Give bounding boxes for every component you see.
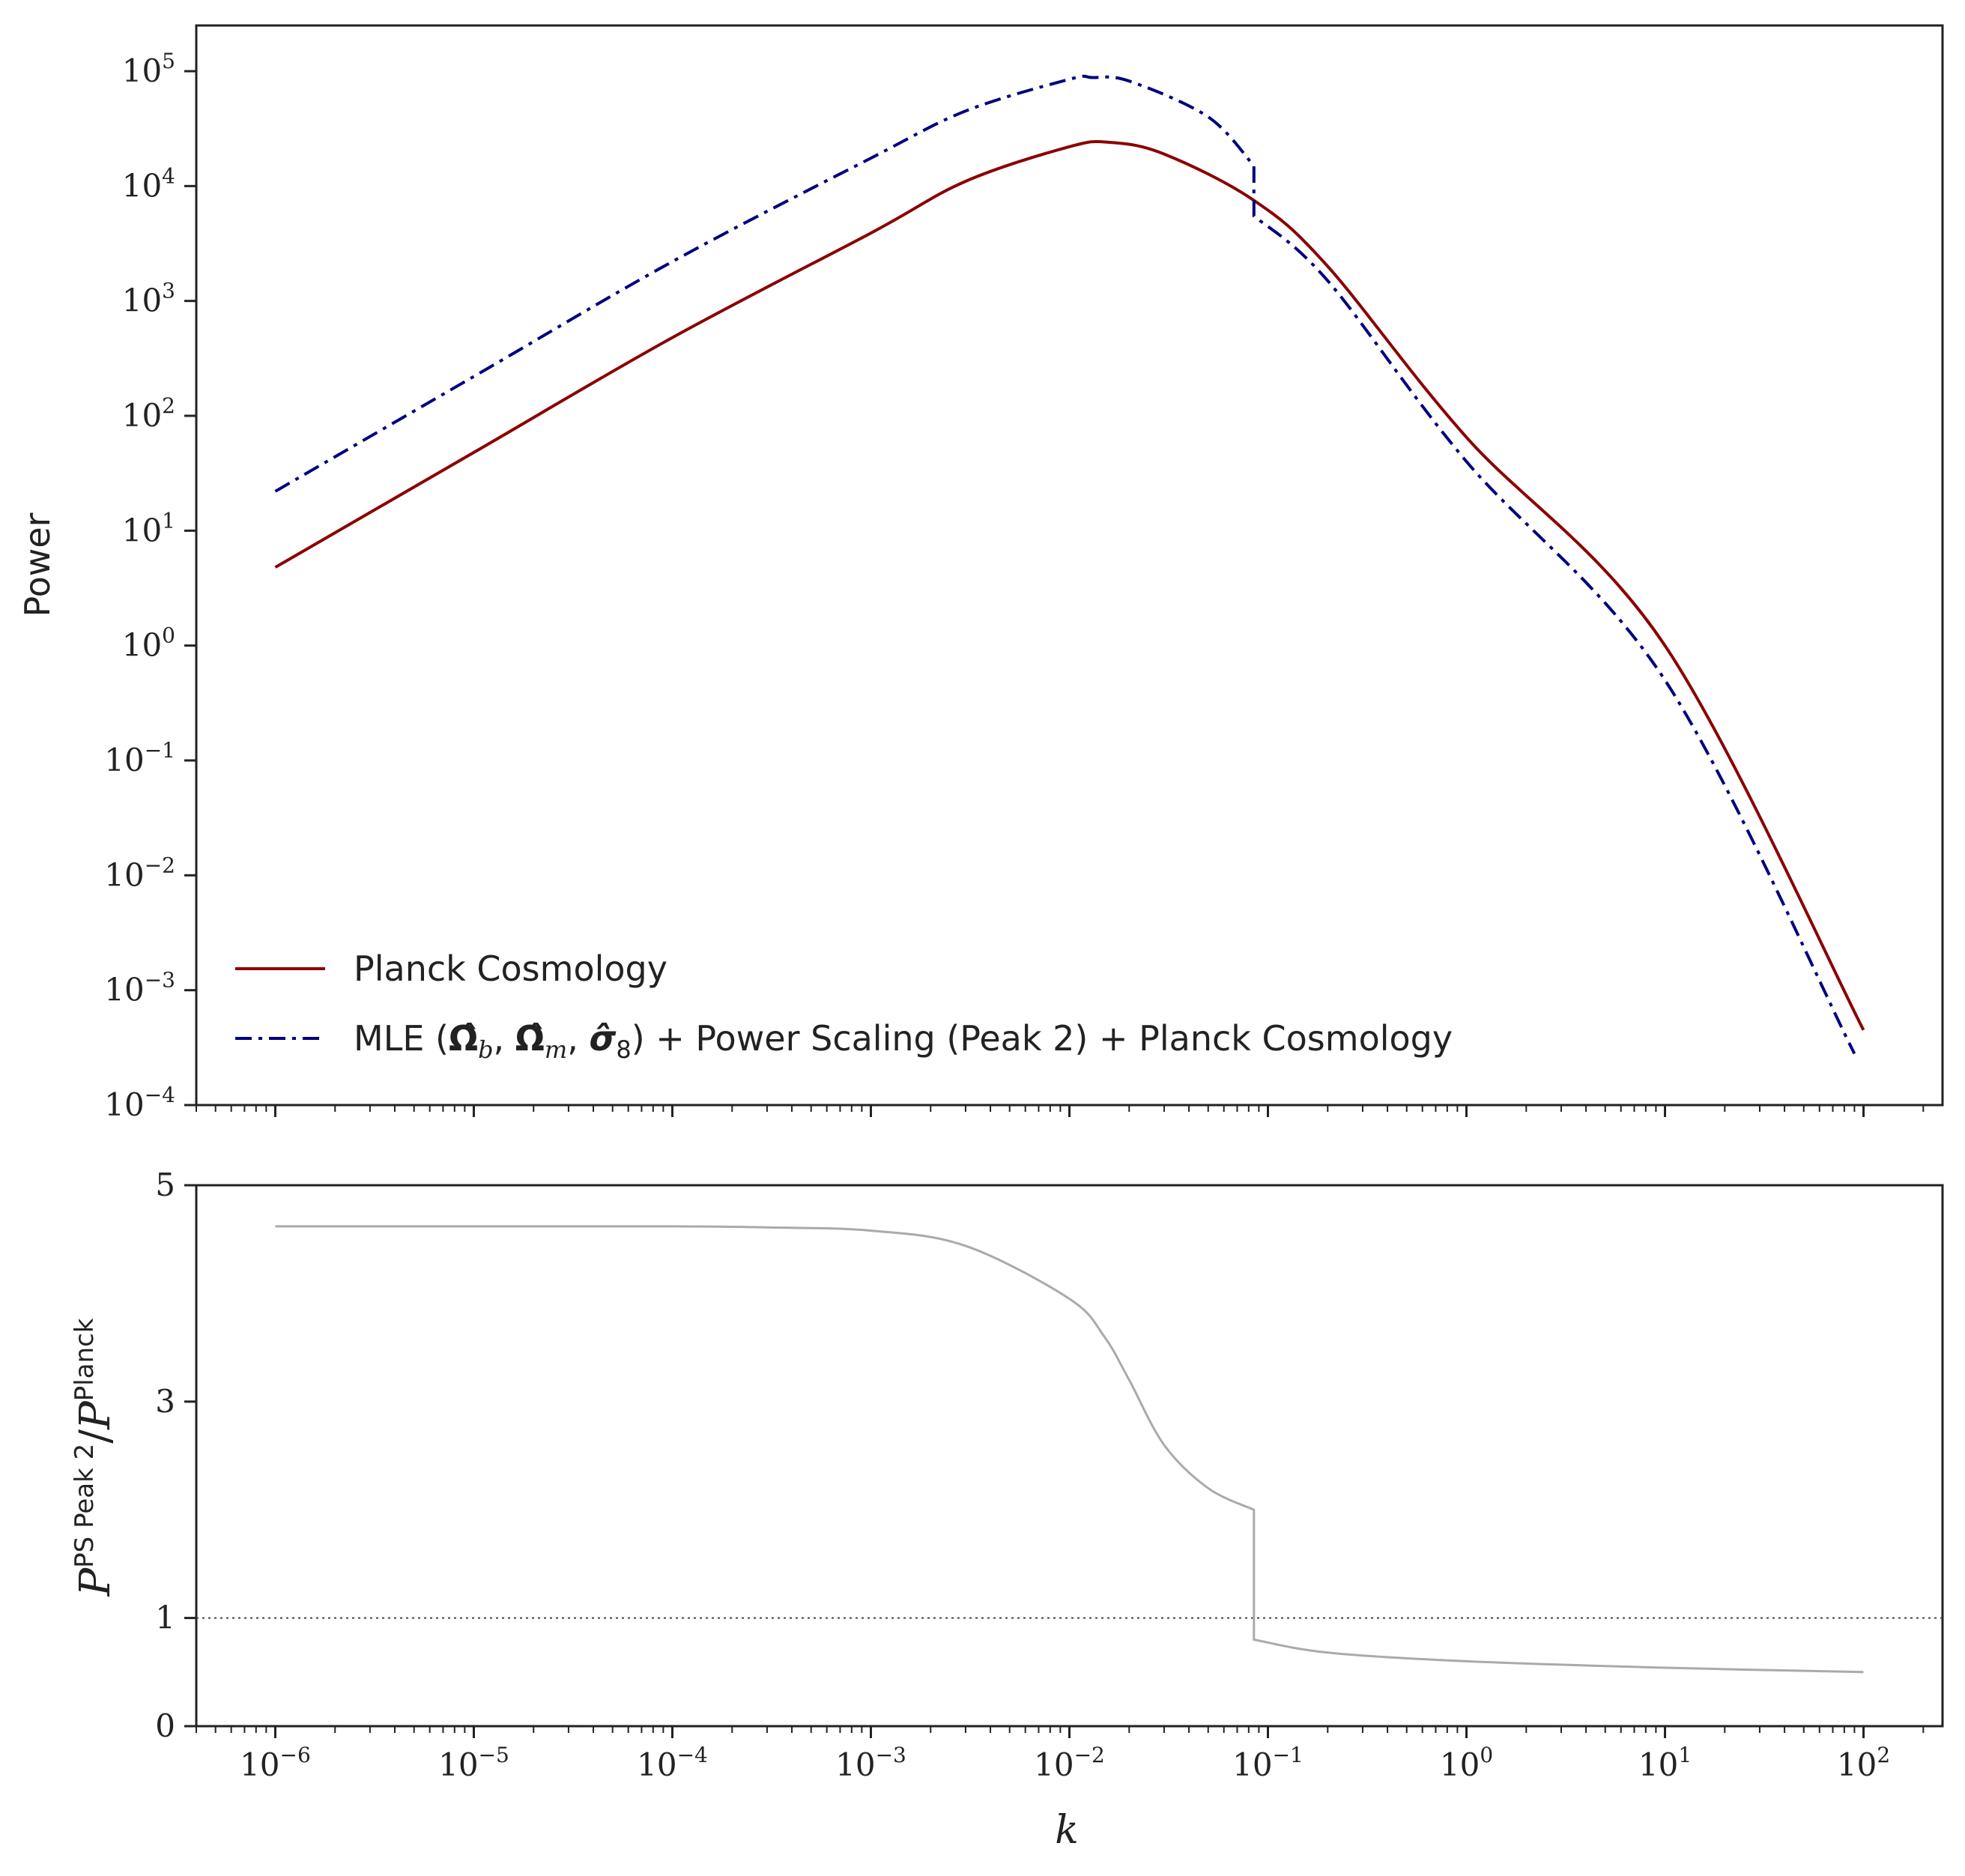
ylabel-den-sup: Planck [70, 1318, 100, 1401]
top-y-tick-label: 103 [122, 279, 175, 319]
legend-mle-sym3: σ̂ [590, 1018, 617, 1059]
series-line-ratio [275, 1225, 1864, 1674]
legend: Planck Cosmology MLE (Ω̂b, Ω̂m, σ̂8) + P… [235, 948, 1453, 1064]
bottom-x-tick-label: 10−4 [637, 1743, 708, 1783]
legend-mle-suffix: ) + Power Scaling (Peak 2) + Planck Cosm… [632, 1018, 1453, 1059]
legend-mle-sub1: b [478, 1035, 493, 1064]
legend-mle-sub3: 8 [616, 1035, 631, 1064]
series-line-planck [274, 139, 1865, 1031]
legend-mle-prefix: MLE ( [354, 1018, 449, 1059]
bottom-series-lines [196, 1225, 1943, 1674]
bottom-x-tick-label: 10−6 [240, 1743, 311, 1783]
bottom-x-axis-label: k [1055, 1808, 1079, 1853]
bottom-x-tick-label: 10−1 [1232, 1743, 1304, 1783]
bottom-panel: 0 1 3 5 10−6 10−5 10−4 10−3 10−2 10−1 100 101 102 k… [70, 1167, 1944, 1853]
top-x-axis-ticks [196, 1105, 1925, 1117]
bottom-x-tick-label: 100 [1440, 1743, 1493, 1783]
legend-label-mle: MLE (Ω̂b, Ω̂m, σ̂8) + Power Scaling (Pea… [354, 1018, 1453, 1064]
top-series-lines [274, 74, 1865, 1055]
top-y-tick-label: 100 [122, 623, 175, 664]
top-y-tick-label: 10−4 [104, 1083, 175, 1123]
top-y-tick-label: 105 [122, 49, 175, 89]
legend-mle-sep1: , [494, 1018, 515, 1059]
top-y-tick-label: 10−1 [104, 738, 175, 778]
bottom-y-axis-ticks: 0 1 3 5 [155, 1167, 196, 1744]
ylabel-slash: / [71, 1429, 120, 1444]
bottom-plot-frame [195, 1184, 1944, 1728]
bottom-x-tick-label: 102 [1837, 1743, 1890, 1783]
bottom-y-tick-label: 1 [155, 1600, 175, 1636]
bottom-y-axis-label: PPS Peak 2/PPlanck [70, 1318, 120, 1597]
bottom-x-tick-label: 10−5 [438, 1743, 509, 1783]
legend-mle-sep2: , [567, 1018, 589, 1059]
ylabel-num-sup: PS Peak 2 [70, 1444, 100, 1568]
top-y-tick-label: 102 [122, 393, 175, 434]
series-line-mle [274, 74, 1856, 1055]
bottom-x-tick-label: 101 [1638, 1743, 1692, 1783]
legend-mle-sub2: m [545, 1035, 567, 1064]
top-plot-frame [195, 24, 1944, 1107]
top-y-tick-label: 10−2 [104, 853, 175, 893]
legend-mle-sym2: Ω̂ [515, 1018, 545, 1059]
top-y-tick-label: 101 [122, 508, 175, 548]
bottom-y-tick-label: 0 [155, 1707, 175, 1744]
bottom-x-axis-ticks: 10−6 10−5 10−4 10−3 10−2 10−1 100 101 102 [196, 1726, 1925, 1783]
bottom-y-tick-label: 5 [155, 1167, 175, 1203]
top-y-axis-ticks: 105 104 103 102 101 100 10−1 10−2 10−3 10−4 [104, 49, 196, 1123]
top-y-tick-label: 10−3 [104, 968, 175, 1008]
top-y-tick-label: 104 [122, 163, 175, 204]
bottom-y-tick-label: 3 [155, 1383, 175, 1420]
top-panel: 105 104 103 102 101 100 10−1 10−2 10−3 10−4 Power… [17, 24, 1944, 1123]
ylabel-p-den: P [71, 1400, 120, 1430]
top-y-axis-label: Power [17, 512, 58, 617]
ylabel-p-num: P [71, 1567, 120, 1597]
legend-label-planck: Planck Cosmology [354, 948, 667, 989]
bottom-x-tick-label: 10−3 [835, 1743, 906, 1783]
bottom-x-tick-label: 10−2 [1034, 1743, 1105, 1783]
legend-mle-sym1: Ω̂ [449, 1018, 478, 1059]
